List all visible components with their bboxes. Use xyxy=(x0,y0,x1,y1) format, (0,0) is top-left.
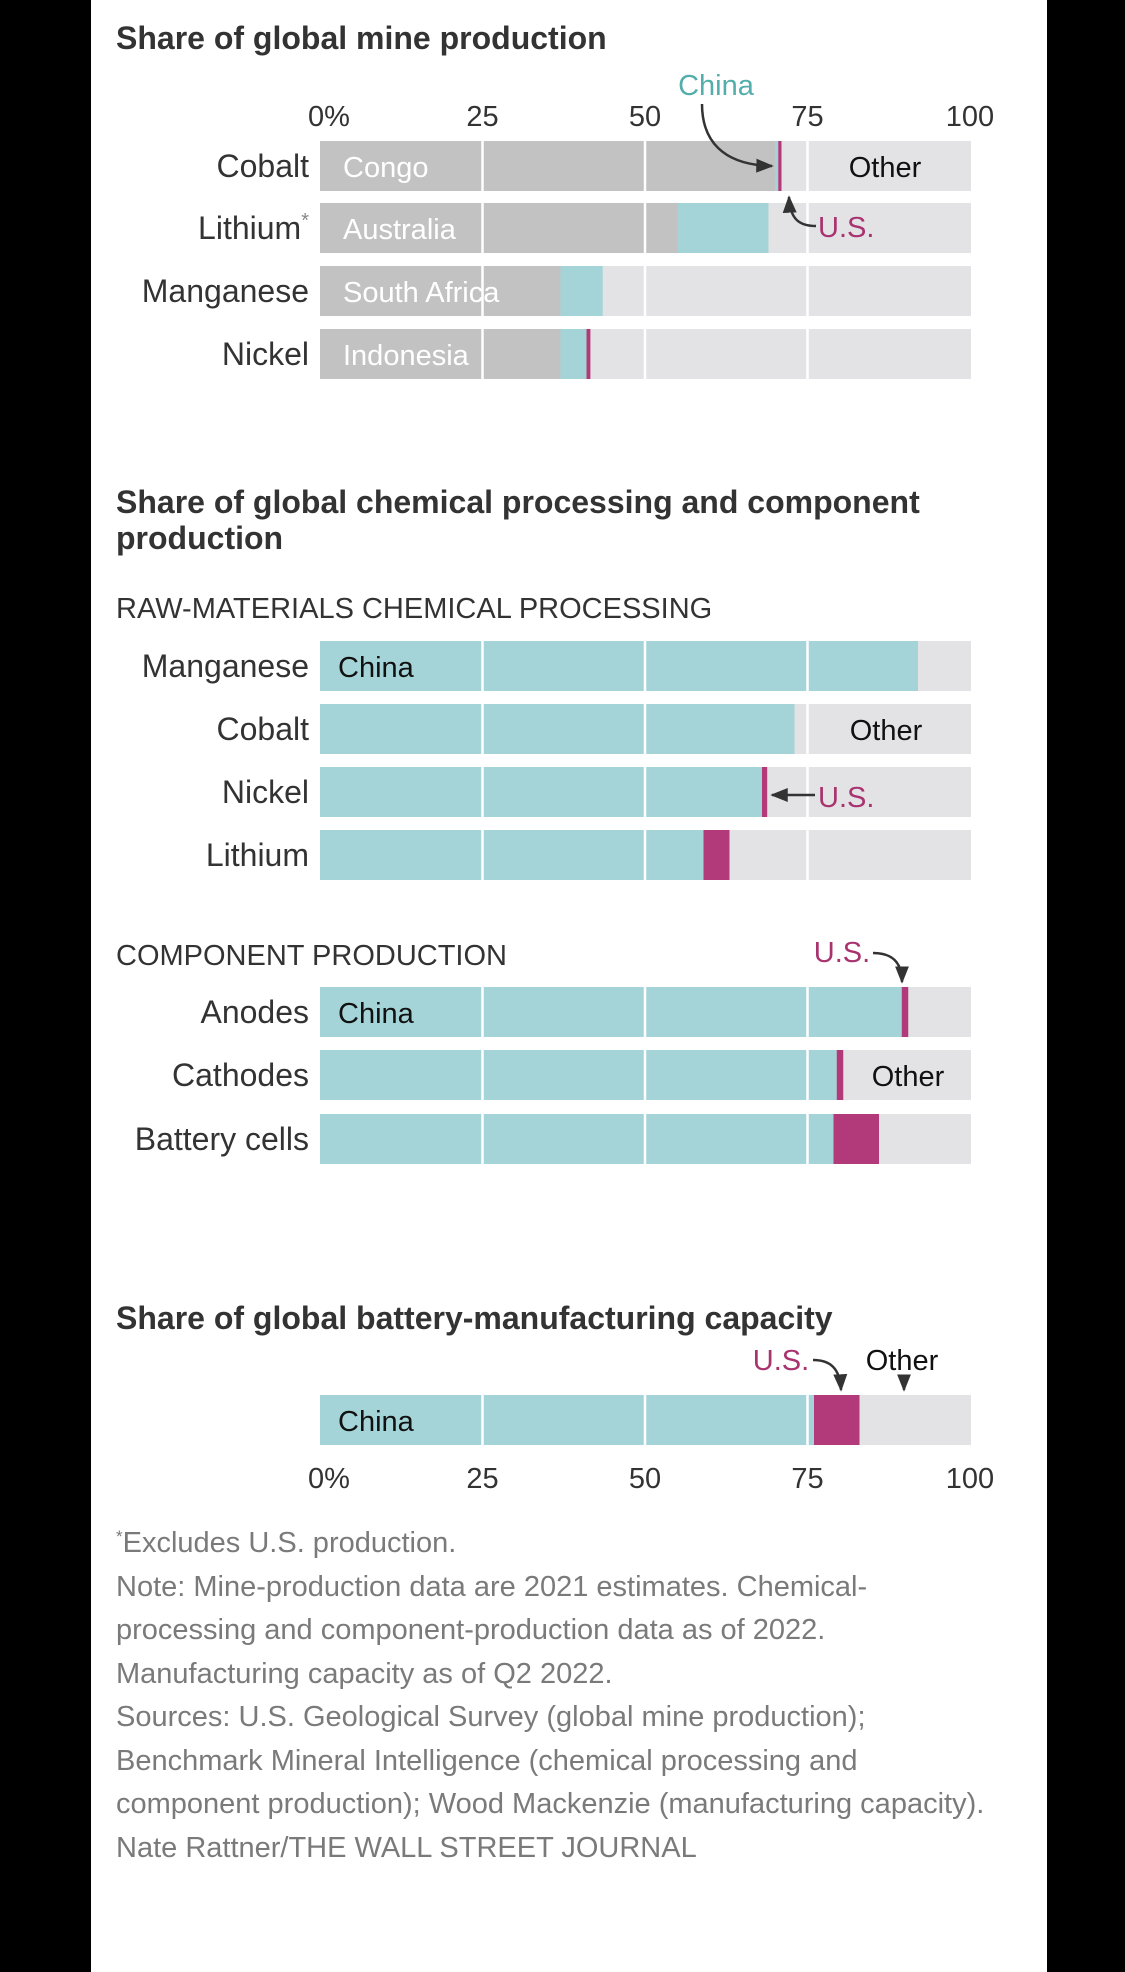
tick-label-25: 25 xyxy=(466,101,498,133)
mine-us-annotation: U.S. xyxy=(818,212,874,244)
bar-groups: CobaltLithium*ManganeseNickelManganeseCo… xyxy=(135,141,971,1445)
chart2-row-anodes-seg-u-s xyxy=(901,987,909,1037)
chart-figure: Share of global mine production Share of… xyxy=(116,20,994,1495)
capacity-axis-ticks: 0% 25 50 75 100 xyxy=(308,1463,994,1495)
mine-china-annotation: China xyxy=(678,70,755,102)
tick-label-100: 100 xyxy=(946,101,994,133)
tick-label-0: 0% xyxy=(308,101,350,133)
component-other-label: Other xyxy=(872,1061,945,1093)
chart2-row-anodes-label: Anodes xyxy=(200,994,309,1030)
chart1-row-lithium-seg-u-s xyxy=(703,830,730,880)
chart0-row-manganese-seg-china xyxy=(560,266,603,316)
chart3-row-total-seg-u-s xyxy=(814,1395,860,1445)
tick-label-75: 75 xyxy=(791,101,823,133)
processing-title-line-2: production xyxy=(116,520,283,556)
chart0-row-nickel-seg-u-s xyxy=(586,329,591,379)
chart0-row-cobalt-seg-leading-country xyxy=(320,141,775,191)
chart1-row-nickel-label: Nickel xyxy=(222,774,309,810)
sources-text: Sources: U.S. Geological Survey (global … xyxy=(116,1701,985,1820)
processing-title-line-1: Share of global chemical processing and … xyxy=(116,484,920,520)
component-production-subtitle: COMPONENT PRODUCTION xyxy=(116,940,507,972)
chart0-row-nickel-label: Nickel xyxy=(222,336,309,372)
chart2-row-battery-cells-seg-u-s xyxy=(833,1114,879,1164)
chart2-row-cathodes-label: Cathodes xyxy=(172,1057,309,1093)
mine-other-label: Other xyxy=(849,152,922,184)
chart0-row-lithium-seg-china xyxy=(677,203,769,253)
chart0-row-cobalt-seg-china xyxy=(775,141,779,191)
mine-us-arrow xyxy=(782,195,817,228)
footnote-text: Excludes U.S. production. xyxy=(122,1527,457,1559)
chart1-row-manganese-seg-china xyxy=(320,641,918,691)
mine-production-title: Share of global mine production xyxy=(116,20,607,56)
component-us-arrow xyxy=(872,951,909,984)
tick-label-0: 0% xyxy=(308,1463,350,1495)
processing-us-annotation: U.S. xyxy=(818,782,874,814)
chart1-row-nickel-seg-u-s xyxy=(762,767,768,817)
mine-lead-label-australia: Australia xyxy=(343,214,457,246)
capacity-us-annotation: U.S. xyxy=(753,1345,809,1377)
mine-lead-label-south-africa: South Africa xyxy=(343,277,500,309)
capacity-us-arrow xyxy=(812,1358,848,1392)
chart-panel xyxy=(91,0,1047,1972)
footnote: *Excludes U.S. production. xyxy=(116,1522,996,1566)
battery-capacity-title: Share of global battery-manufacturing ca… xyxy=(116,1300,833,1336)
chart2-row-battery-cells-seg-china xyxy=(320,1114,834,1164)
component-china-label: China xyxy=(338,998,415,1030)
processing-title: Share of global chemical processing and … xyxy=(116,484,920,556)
annotations: China U.S. U.S. U.S. U.S. Other xyxy=(678,70,939,1392)
footnote-mark: * xyxy=(116,1527,123,1546)
chart2-row-cathodes-seg-u-s xyxy=(836,1050,844,1100)
notes-block: *Excludes U.S. production. Note: Mine-pr… xyxy=(116,1522,996,1870)
chart0-row-manganese-label: Manganese xyxy=(142,273,309,309)
chart1-row-cobalt-label: Cobalt xyxy=(217,711,310,747)
chart0-row-lithium-seg-leading-country xyxy=(320,203,678,253)
chart0-row-manganese-seg-leading-country xyxy=(320,266,561,316)
chart2-row-cathodes-seg-china xyxy=(320,1050,837,1100)
mine-axis-ticks: 0% 25 50 75 100 xyxy=(308,101,994,133)
tick-label-25: 25 xyxy=(466,1463,498,1495)
credit-text: Nate Rattner/THE WALL STREET JOURNAL xyxy=(116,1831,697,1864)
raw-materials-subtitle: RAW-MATERIALS CHEMICAL PROCESSING xyxy=(116,593,712,625)
mine-lead-label-congo: Congo xyxy=(343,152,428,184)
capacity-china-label: China xyxy=(338,1406,415,1438)
tick-label-100: 100 xyxy=(946,1463,994,1495)
component-us-annotation: U.S. xyxy=(814,937,870,969)
chart1-row-lithium-seg-china xyxy=(320,830,704,880)
mine-china-arrow xyxy=(700,103,774,173)
tick-label-75: 75 xyxy=(791,1463,823,1495)
chart0-row-cobalt-label: Cobalt xyxy=(217,148,310,184)
chart1-row-manganese-label: Manganese xyxy=(142,648,309,684)
chart1-row-cobalt-seg-china xyxy=(320,704,795,754)
chart0-row-lithium-label: Lithium* xyxy=(198,210,309,246)
processing-china-label: China xyxy=(338,652,415,684)
chart0-row-cobalt-seg-u-s xyxy=(778,141,782,191)
capacity-other-annotation: Other xyxy=(866,1345,939,1377)
chart1-row-nickel-seg-china xyxy=(320,767,762,817)
note-text: Note: Mine-production data are 2021 esti… xyxy=(116,1570,868,1690)
chart2-row-anodes-seg-china xyxy=(320,987,902,1037)
chart2-row-battery-cells-label: Battery cells xyxy=(135,1121,309,1157)
processing-other-label: Other xyxy=(850,715,923,747)
chart0-row-nickel-seg-china xyxy=(560,329,587,379)
mine-lead-label-indonesia: Indonesia xyxy=(343,340,470,372)
chart1-row-lithium-label: Lithium xyxy=(206,837,309,873)
chart0-row-lithium-label-text: Lithium xyxy=(198,210,301,246)
tick-label-50: 50 xyxy=(629,1463,661,1495)
tick-label-50: 50 xyxy=(629,101,661,133)
chart3-row-total-seg-china xyxy=(320,1395,814,1445)
chart0-row-nickel-seg-leading-country xyxy=(320,329,561,379)
chart0-row-lithium-label-asterisk: * xyxy=(301,210,309,232)
